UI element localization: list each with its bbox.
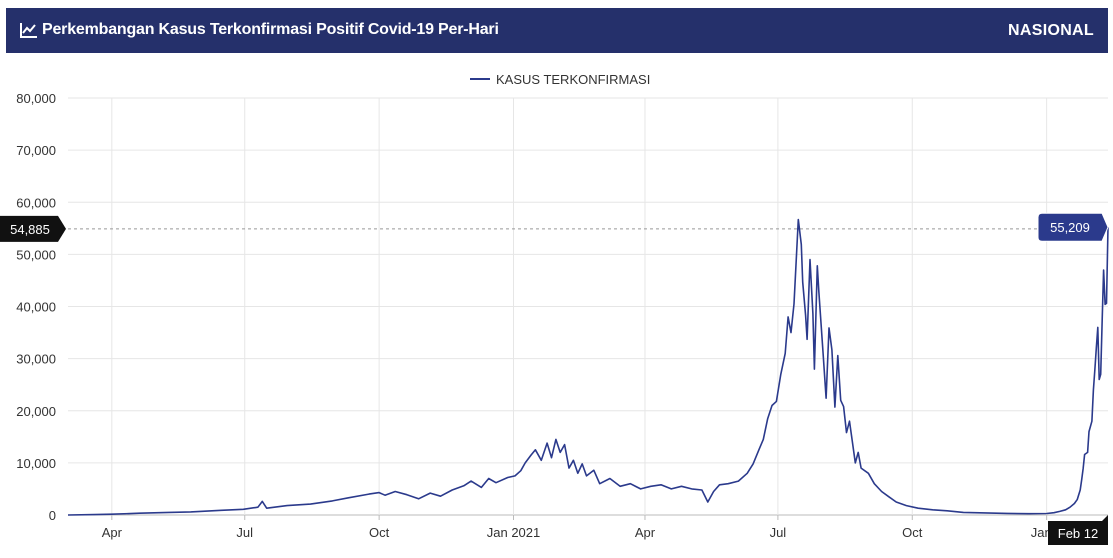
- x-tick-label: Jan 2021: [487, 525, 541, 540]
- point-value-label-text: 55,209: [1050, 220, 1090, 235]
- x-tick-label: Oct: [369, 525, 390, 540]
- x-crosshair-label-text: Feb 12: [1058, 526, 1098, 541]
- x-axis-labels: Apr Jul Oct Jan 2021 Apr Jul Oct Jan 2: [102, 525, 1063, 540]
- x-tick-label: Jul: [236, 525, 253, 540]
- y-gridlines: [68, 97, 1108, 516]
- x-crosshair-label: Feb 12: [1048, 515, 1108, 545]
- y-tick-label: 70,000: [16, 143, 56, 158]
- y-tick-label: 40,000: [16, 300, 56, 315]
- y-tick-label: 20,000: [16, 404, 56, 419]
- point-value-label-bg: [1037, 212, 1109, 242]
- y-crosshair-label-text: 54,885: [10, 222, 50, 237]
- chart-title: Perkembangan Kasus Terkonfirmasi Positif…: [42, 21, 499, 38]
- line-chart[interactable]: 0 10,000 20,000 30,000 40,000 50,000 60,000 70,…: [0, 60, 1113, 558]
- x-gridlines: [111, 98, 1048, 520]
- y-tick-label: 0: [49, 508, 56, 523]
- y-crosshair-label: 54,885: [0, 215, 66, 242]
- scope-label[interactable]: NASIONAL: [1008, 22, 1094, 39]
- point-value-label: 55,209: [1037, 212, 1109, 242]
- x-tick-label: Apr: [102, 525, 123, 540]
- chart-header: Perkembangan Kasus Terkonfirmasi Positif…: [6, 8, 1108, 53]
- x-tick-label: Oct: [902, 525, 923, 540]
- legend[interactable]: KASUS TERKONFIRMASI: [470, 72, 650, 87]
- y-tick-label: 80,000: [16, 91, 56, 106]
- x-tick-label: Jul: [770, 525, 787, 540]
- y-crosshair-label-bg: [0, 215, 66, 242]
- legend-label: KASUS TERKONFIRMASI: [496, 72, 650, 87]
- x-tick-label: Apr: [635, 525, 656, 540]
- y-tick-label: 30,000: [16, 352, 56, 367]
- y-tick-label: 10,000: [16, 456, 56, 471]
- y-axis-labels: 0 10,000 20,000 30,000 40,000 50,000 60,000 70,…: [16, 91, 56, 523]
- y-tick-label: 50,000: [16, 247, 56, 262]
- series-line-kasus-terkonfirmasi[interactable]: [67, 218, 1109, 516]
- x-crosshair-label-bg: [1048, 515, 1108, 545]
- line-chart-icon: [20, 23, 37, 38]
- y-tick-label: 60,000: [16, 195, 56, 210]
